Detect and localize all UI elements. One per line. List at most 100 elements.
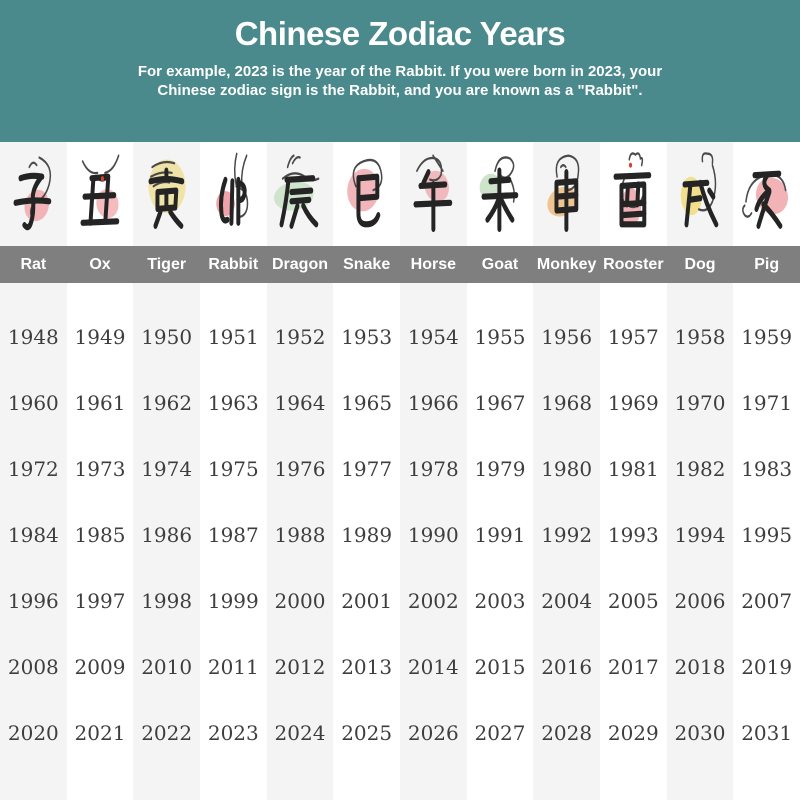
zodiac-year-list: 1949 1961 1973 1985 1997 2009 2021: [67, 283, 134, 800]
year-cell: 2017: [607, 655, 659, 679]
year-cell: 2015: [474, 655, 526, 679]
zodiac-year-list: 1957 1969 1981 1993 2005 2017 2029: [600, 283, 667, 800]
zodiac-name-cell: Rooster: [599, 246, 667, 283]
zodiac-name-label: Dragon: [271, 255, 328, 273]
year-cell: 1993: [607, 523, 659, 547]
monkey-icon: [547, 154, 579, 233]
zodiac-table: Rat 1948 1960 1972 1984 1996 2008 2020 Ox 1949…: [0, 142, 800, 800]
zodiac-column-tiger: Tiger 1950 1962 1974 1986 1998 2010 2022: [133, 142, 200, 800]
zodiac-name-cell: Rat: [0, 246, 67, 283]
year-cell: 1990: [407, 523, 459, 547]
year-cell: 1957: [607, 325, 659, 349]
year-cell: 1956: [541, 325, 593, 349]
year-cell: 1984: [7, 523, 59, 547]
year-cell: 1997: [74, 589, 126, 613]
year-cell: 1978: [407, 457, 459, 481]
snake-icon: [346, 158, 383, 228]
year-cell: 2014: [407, 655, 459, 679]
year-cell: 2031: [741, 721, 793, 745]
zodiac-year-list: 1952 1964 1976 1988 2000 2012 2024: [267, 283, 334, 800]
zodiac-icon-cell: [67, 142, 134, 246]
year-cell: 1983: [741, 457, 793, 481]
zodiac-column-goat: Goat 1955 1967 1979 1991 2003 2015 2027: [466, 142, 534, 800]
zodiac-name-cell: Goat: [466, 246, 534, 283]
tiger-icon: [148, 159, 186, 229]
year-cell: 1994: [674, 523, 726, 547]
year-cell: 2020: [7, 721, 59, 745]
zodiac-icon-cell: [200, 142, 267, 246]
zodiac-name-label: Pig: [754, 255, 780, 273]
year-cell: 1952: [274, 325, 326, 349]
year-cell: 1977: [341, 457, 393, 481]
year-cell: 2027: [474, 721, 526, 745]
year-cell: 1971: [741, 391, 793, 415]
rooster-icon: [613, 152, 652, 228]
year-cell: 1965: [341, 391, 393, 415]
zodiac-year-list: 1958 1970 1982 1994 2006 2018 2030: [667, 283, 734, 800]
zodiac-year-list: 1950 1962 1974 1986 1998 2010 2022: [133, 283, 200, 800]
year-cell: 1988: [274, 523, 326, 547]
year-cell: 2001: [341, 589, 393, 613]
year-cell: 2000: [274, 589, 326, 613]
zodiac-name-label: Tiger: [147, 255, 187, 273]
year-cell: 1986: [141, 523, 193, 547]
year-cell: 2005: [607, 589, 659, 613]
zodiac-name-label: Ox: [89, 255, 111, 273]
year-cell: 1998: [141, 589, 193, 613]
year-cell: 1949: [74, 325, 126, 349]
zodiac-column-rabbit: Rabbit 1951 1963 1975 1987 1999 2011 2023: [199, 142, 267, 800]
zodiac-icon-cell: [467, 142, 534, 246]
year-cell: 1959: [741, 325, 793, 349]
year-cell: 1972: [7, 457, 59, 481]
zodiac-year-list: 1955 1967 1979 1991 2003 2015 2027: [467, 283, 534, 800]
dog-icon: [680, 152, 719, 228]
zodiac-icon-cell: [600, 142, 667, 246]
zodiac-name-label: Snake: [343, 255, 391, 273]
pig-icon: [741, 170, 788, 229]
zodiac-icon-cell: [400, 142, 467, 246]
year-cell: 1951: [207, 325, 259, 349]
year-cell: 1982: [674, 457, 726, 481]
zodiac-column-rat: Rat 1948 1960 1972 1984 1996 2008 2020: [0, 142, 67, 800]
zodiac-name-cell: Ox: [66, 246, 134, 283]
year-cell: 2003: [474, 589, 526, 613]
year-cell: 1996: [7, 589, 59, 613]
year-cell: 1967: [474, 391, 526, 415]
year-cell: 1953: [341, 325, 393, 349]
year-cell: 2016: [541, 655, 593, 679]
year-cell: 1950: [141, 325, 193, 349]
zodiac-column-rooster: Rooster 1957 1969 1981 1993 2005 2017 2029: [599, 142, 667, 800]
year-cell: 1979: [474, 457, 526, 481]
zodiac-name-label: Goat: [481, 255, 519, 273]
zodiac-column-ox: Ox 1949 1961 1973 1985 1997 2009 2021: [66, 142, 134, 800]
year-cell: 1975: [207, 457, 259, 481]
horse-icon: [413, 154, 453, 233]
zodiac-icon-cell: [533, 142, 600, 246]
year-cell: 1981: [607, 457, 659, 481]
year-cell: 1985: [74, 523, 126, 547]
year-cell: 1958: [674, 325, 726, 349]
year-cell: 2004: [541, 589, 593, 613]
year-cell: 2024: [274, 721, 326, 745]
year-cell: 1964: [274, 391, 326, 415]
year-cell: 1992: [541, 523, 593, 547]
rat-icon: [13, 156, 52, 231]
year-cell: 1989: [341, 523, 393, 547]
year-cell: 2029: [607, 721, 659, 745]
zodiac-column-monkey: Monkey 1956 1968 1980 1992 2004 2016 2028: [533, 142, 600, 800]
zodiac-year-list: 1951 1963 1975 1987 1999 2011 2023: [200, 283, 267, 800]
year-cell: 2008: [7, 655, 59, 679]
year-cell: 1969: [607, 391, 659, 415]
year-cell: 1970: [674, 391, 726, 415]
year-cell: 2022: [141, 721, 193, 745]
rabbit-icon: [216, 152, 249, 226]
zodiac-year-list: 1956 1968 1980 1992 2004 2016 2028: [533, 283, 600, 800]
year-cell: 1974: [141, 457, 193, 481]
zodiac-column-dog: Dog 1958 1970 1982 1994 2006 2018 2030: [666, 142, 734, 800]
zodiac-name-cell: Dragon: [266, 246, 334, 283]
year-cell: 2010: [141, 655, 193, 679]
year-cell: 1961: [74, 391, 126, 415]
year-cell: 1976: [274, 457, 326, 481]
year-cell: 1955: [474, 325, 526, 349]
year-cell: 1963: [207, 391, 259, 415]
